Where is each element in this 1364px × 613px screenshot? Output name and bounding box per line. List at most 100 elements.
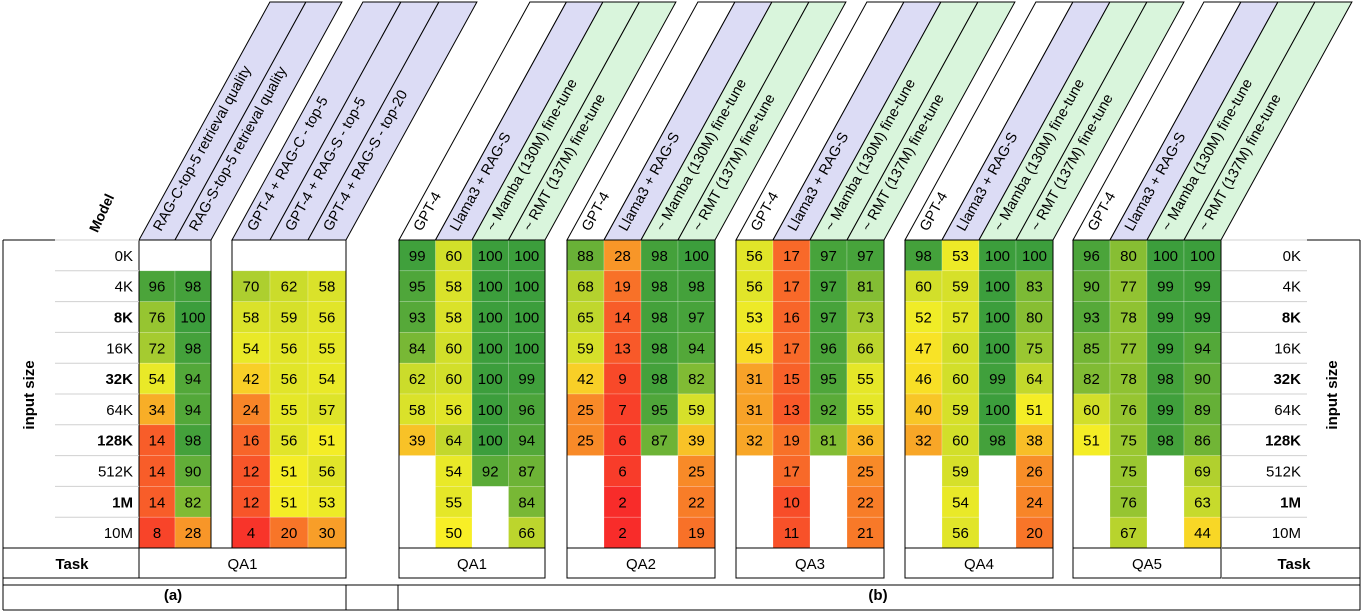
heatmap-cell [269,270,309,302]
heatmap-cell [603,424,642,456]
heatmap-cell [231,424,271,456]
heatmap-cell [640,332,679,364]
heatmap-cell-value: 24 [243,402,260,419]
heatmap-cell [603,516,642,549]
heatmap-cell [846,424,885,456]
heatmap-cell-value: 100 [985,279,1010,296]
heatmap-cell-value: 4 [247,525,255,542]
heatmap-cell [735,332,774,364]
heatmap-cell [471,455,509,487]
heatmap-cell [677,362,716,395]
heatmap-cell-value: 19 [783,433,800,450]
heatmap-cell-value: 57 [319,402,336,419]
heatmap-cell [508,301,546,333]
heatmap-cell-value: 88 [577,248,594,265]
row-label: 64K [1274,402,1301,419]
heatmap-cell-empty [736,455,773,487]
heatmap-cell-value: 60 [445,248,462,265]
heatmap-cell-value: 12 [243,494,260,511]
heatmap-cell-value: 51 [319,433,336,450]
heatmap-cell [508,516,546,549]
row-label: 512K [98,464,133,481]
row-label: 10M [1272,525,1301,542]
heatmap-cell [1015,393,1054,426]
heatmap-cell [1072,270,1111,302]
heatmap-cell [772,239,811,272]
heatmap-cell-value: 39 [409,433,426,450]
heatmap-cell [941,455,980,487]
heatmap-cell-value: 22 [857,494,874,511]
heatmap-cell-value: 99 [1157,340,1174,357]
task-label: QA1 [227,556,257,573]
heatmap-cell [435,362,473,395]
heatmap-cell-value: 55 [857,402,874,419]
task-label: QA4 [964,556,994,573]
heatmap-cell-value: 97 [857,248,874,265]
heatmap-cell [1109,455,1148,487]
heatmap-cell-value: 100 [478,310,503,327]
heatmap-cell-empty [905,486,942,518]
heatmap-cell-value: 22 [688,494,705,511]
heatmap-cell-value: 55 [281,402,298,419]
heatmap-cell-value: 92 [820,402,837,419]
heatmap-cell-value: 72 [149,340,166,357]
heatmap-cell [174,362,212,395]
heatmap-cell [677,332,716,364]
heatmap-cell [231,301,271,333]
heatmap-cell-value: 62 [281,279,298,296]
heatmap-cell-value: 100 [478,248,503,265]
heatmap-cell-value: 96 [1083,248,1100,265]
input-size-label-right: input size [1324,360,1341,429]
heatmap-cell-value: 56 [319,464,336,481]
heatmap-cell [307,270,347,302]
heatmap-cell [1183,424,1222,456]
heatmap-cell-value: 25 [857,464,874,481]
heatmap-cell-empty [399,517,436,548]
heatmap-cell-empty [979,455,1016,487]
heatmap-cell-value: 2 [618,494,626,511]
heatmap-cell [677,516,716,549]
heatmap-cell-value: 97 [820,248,837,265]
heatmap-cell [809,301,848,333]
heatmap-cell-value: 100 [478,279,503,296]
heatmap-cell-value: 100 [514,279,539,296]
heatmap-cell-value: 98 [185,433,202,450]
heatmap-cell [735,362,774,395]
heatmap-cell [846,239,885,272]
heatmap-cell-empty [1147,486,1184,518]
row-label: 16K [106,340,133,357]
heatmap-cell [603,455,642,487]
heatmap-cell [231,486,271,518]
heatmap-cell-value: 98 [1157,371,1174,388]
heatmap-cell-value: 76 [1120,494,1137,511]
heatmap-cell-value: 99 [1194,279,1211,296]
heatmap-cell [471,270,509,302]
heatmap-cell-value: 90 [185,464,202,481]
heatmap-cell-value: 95 [409,279,426,296]
heatmap-cell-value: 46 [915,371,932,388]
heatmap-cell [846,301,885,333]
row-label: 512K [1266,464,1301,481]
row-label: 16K [1274,340,1301,357]
heatmap-cell-value: 100 [180,310,205,327]
heatmap-cell-value: 6 [618,464,626,481]
heatmap-cell-value: 82 [1083,371,1100,388]
heatmap-cell [508,362,546,395]
panel-a-label: (a) [164,587,182,604]
heatmap-cell-value: 60 [1083,402,1100,419]
heatmap-cell-empty [736,517,773,548]
heatmap-cell [846,270,885,302]
heatmap-cell [1183,516,1222,549]
heatmap-cell [846,393,885,426]
heatmap-cell [269,332,309,364]
heatmap-cell-value: 64 [445,433,462,450]
task-label: QA2 [626,556,656,573]
heatmap-cell-value: 56 [746,279,763,296]
task-box [566,547,716,579]
heatmap-cell-value: 98 [651,371,668,388]
heatmap-cell [677,424,716,456]
heatmap-cell [435,393,473,426]
row-label: 0K [115,248,133,265]
heatmap-cell-value: 82 [185,494,202,511]
heatmap-cell-value: 98 [651,279,668,296]
